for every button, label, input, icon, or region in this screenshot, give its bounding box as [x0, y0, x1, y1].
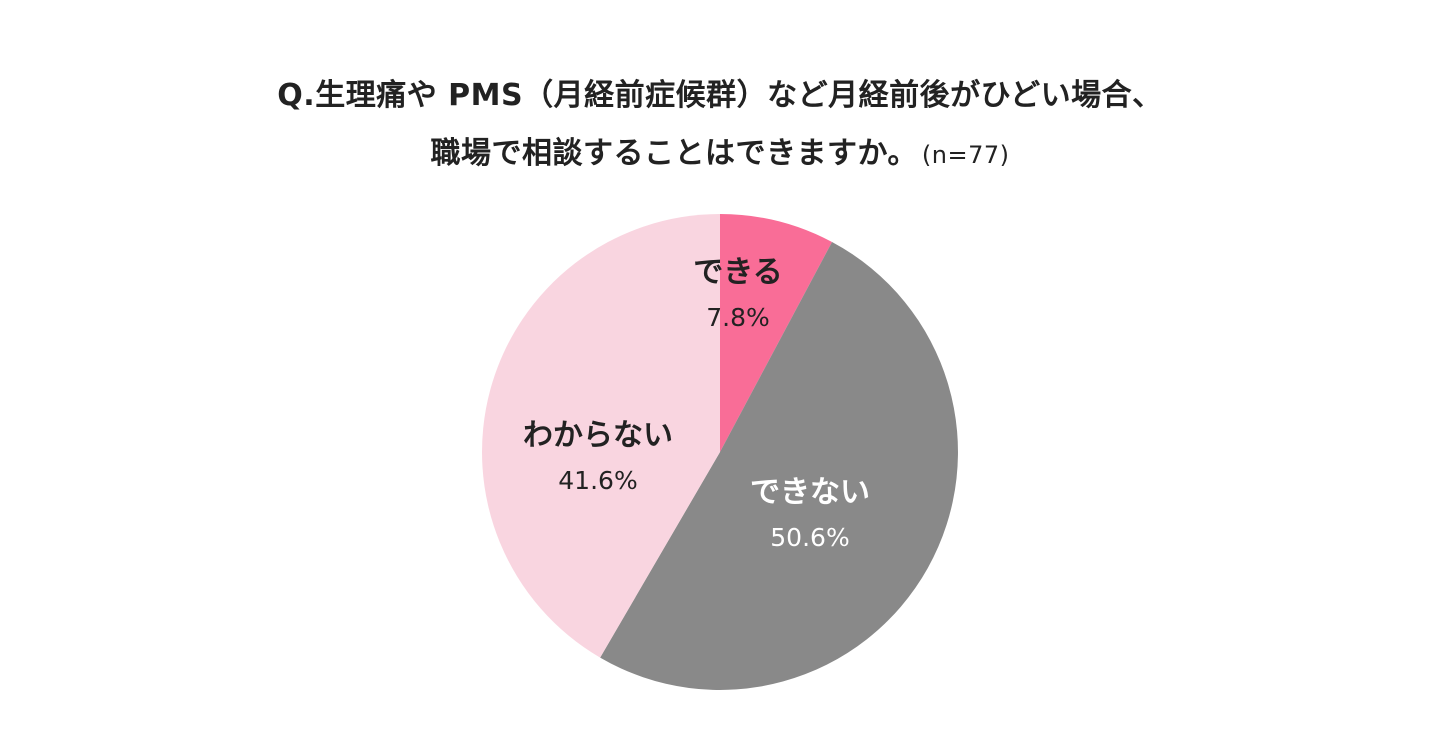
slice-label-1: できる [693, 255, 782, 290]
pie-slice-2 [600, 242, 958, 690]
slice-value-3: 41.6% [558, 466, 637, 495]
pie-slice-3 [482, 214, 720, 658]
chart-title-text-1: Q.生理痛や PMS（月経前症候群）など月経前後がひどい場合、 [277, 78, 1163, 113]
chart-title-line-2: 職場で相談することはできますか。 (n=77) [0, 128, 1440, 172]
sample-size-note: (n=77) [921, 141, 1010, 169]
slice-label-3: わからない [523, 418, 673, 453]
pie-labels: できる 7.8% できない 50.6% わからない 41.6% [523, 255, 870, 552]
chart-title-line-1: Q.生理痛や PMS（月経前症候群）など月経前後がひどい場合、 [0, 70, 1440, 114]
slice-value-1: 7.8% [706, 303, 770, 332]
pie-slice-1 [720, 214, 833, 452]
chart-title-text-2: 職場で相談することはできますか。 [430, 136, 918, 171]
slice-label-2: できない [750, 475, 870, 510]
slice-value-2: 50.6% [770, 523, 849, 552]
pie-slices [482, 214, 958, 690]
